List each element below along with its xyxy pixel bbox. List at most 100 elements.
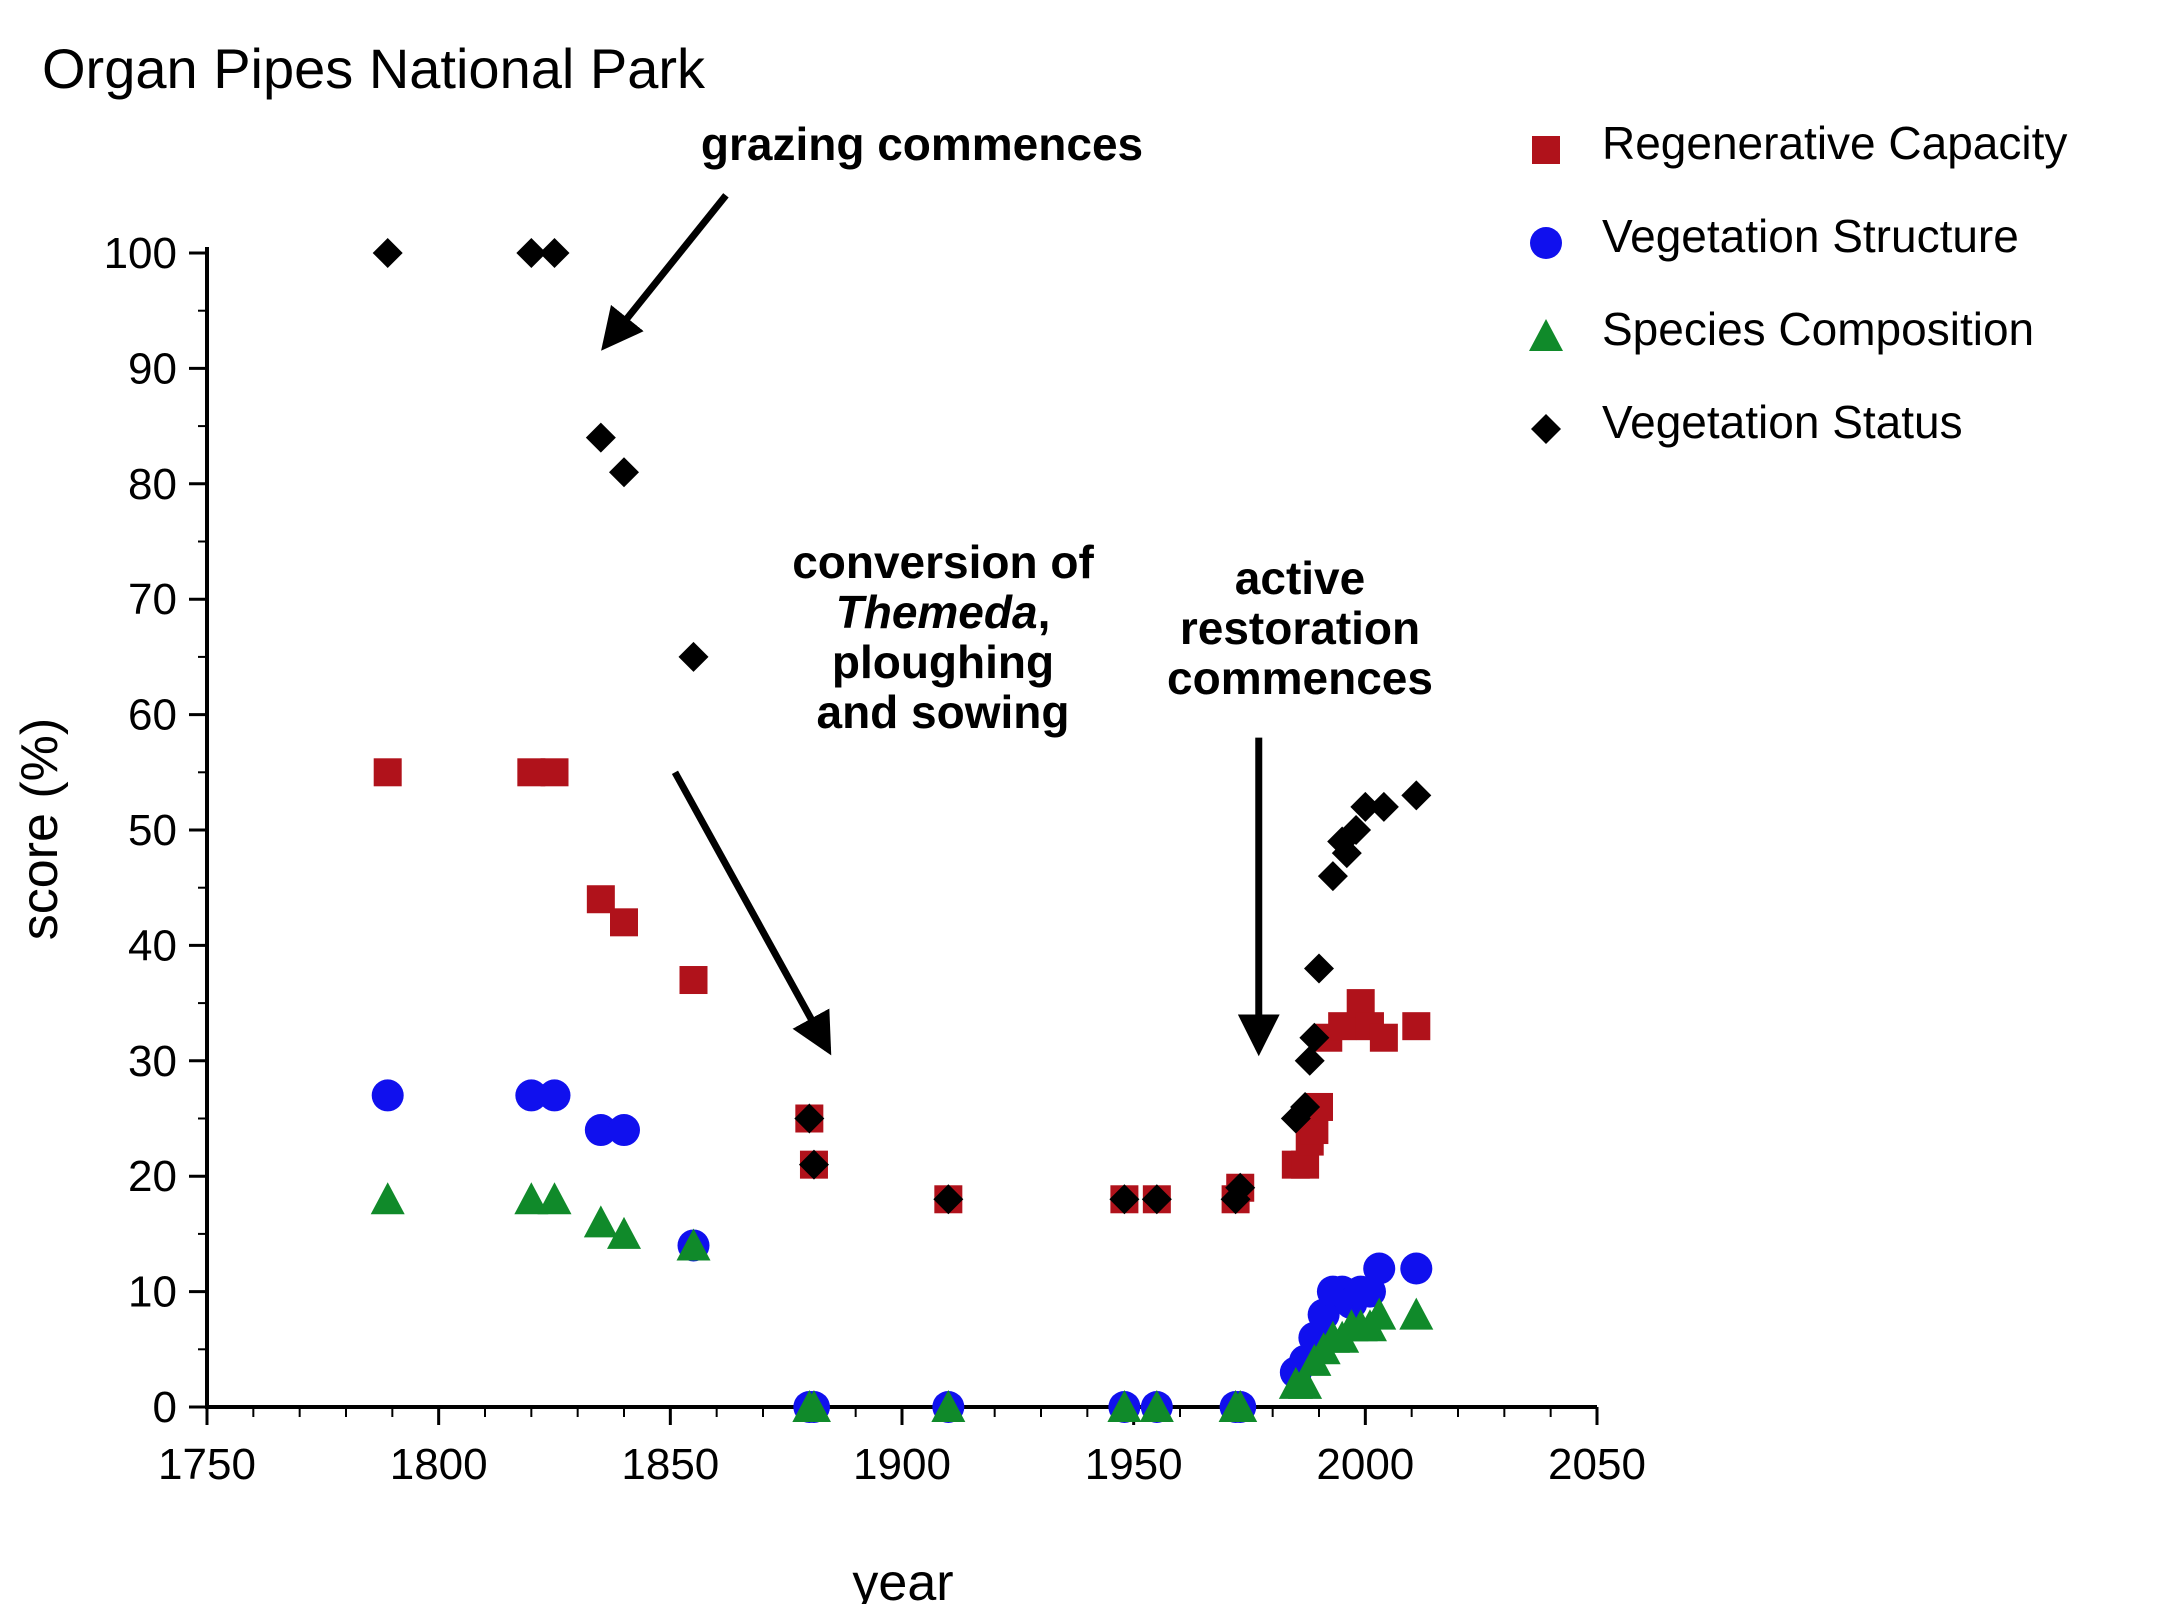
vegetation-status-point	[1299, 1022, 1330, 1053]
x-tick-label: 1850	[621, 1440, 719, 1489]
annotation-text-segment: and sowing	[817, 686, 1070, 738]
legend-item-vegetation-status: Vegetation Status	[1531, 396, 1963, 448]
annotation-text: ploughing	[832, 636, 1054, 688]
vegetation-status-point	[1225, 1172, 1256, 1203]
legend-label: Vegetation Status	[1602, 396, 1963, 448]
x-tick-label: 1750	[158, 1440, 256, 1489]
vegetation-status-point	[1368, 791, 1399, 822]
y-tick-label: 50	[128, 806, 177, 855]
legend-marker-vegetation-structure	[1530, 227, 1562, 259]
vegetation-status-point	[794, 1103, 825, 1134]
regenerative-capacity-point	[679, 966, 708, 995]
y-tick-label: 90	[128, 344, 177, 393]
data-points	[370, 238, 1434, 1423]
vegetation-status-point	[1304, 953, 1334, 984]
x-tick-label: 1900	[853, 1440, 951, 1489]
vegetation-status-point	[539, 238, 570, 268]
vegetation-structure-point	[538, 1079, 571, 1112]
vegetation-structure-point	[515, 1079, 548, 1112]
regenerative-capacity-point	[610, 908, 638, 937]
legend-marker-species-composition	[1529, 319, 1563, 351]
vegetation-status-point	[1141, 1184, 1172, 1215]
species-composition-point	[537, 1182, 572, 1215]
y-tick-label: 0	[153, 1383, 177, 1432]
vegetation-status-point	[1317, 861, 1348, 892]
legend-label: Regenerative Capacity	[1602, 117, 2067, 169]
vegetation-structure-point	[1400, 1252, 1433, 1285]
legend-item-vegetation-structure: Vegetation Structure	[1530, 210, 2019, 262]
x-tick-label: 2050	[1548, 1440, 1646, 1489]
legend-marker-vegetation-status	[1531, 414, 1561, 444]
annotation-text-segment: ,	[1038, 586, 1051, 638]
vegetation-structure-point	[608, 1114, 640, 1147]
regenerative-capacity-point	[373, 758, 402, 787]
y-tick-label: 100	[104, 229, 177, 278]
species-composition-point	[1223, 1390, 1258, 1422]
species-composition-point	[583, 1205, 618, 1238]
annotation-arrow	[671, 770, 832, 1056]
species-composition-point	[1399, 1297, 1434, 1330]
y-tick-label: 10	[128, 1268, 177, 1317]
annotation-text: and sowing	[817, 686, 1070, 738]
y-axis-label: score (%)	[11, 718, 69, 940]
x-tick-label: 1800	[390, 1440, 488, 1489]
annotation-text-segment: active	[1235, 552, 1365, 604]
vegetation-status-point	[585, 422, 616, 453]
vegetation-status-point	[1401, 780, 1432, 811]
axes	[205, 247, 1597, 1409]
y-tick-label: 30	[128, 1037, 177, 1086]
annotation-text-segment: restoration	[1180, 602, 1420, 654]
species-composition-point	[514, 1182, 549, 1215]
annotation-text: conversion of	[792, 536, 1094, 588]
annotation-text: restoration	[1180, 602, 1420, 654]
vegetation-structure-point	[584, 1114, 617, 1147]
annotation: grazing commences	[601, 118, 1143, 351]
vegetation-status-point	[933, 1184, 964, 1215]
species-composition-point	[607, 1216, 641, 1249]
y-tick-label: 20	[128, 1152, 177, 1201]
vegetation-structure-point	[371, 1079, 404, 1112]
species-composition-point	[1139, 1390, 1174, 1422]
annotations: grazing commences conversion ofThemeda,pl…	[601, 118, 1433, 1057]
vegetation-status-point	[1109, 1184, 1140, 1215]
regenerative-capacity-point	[1402, 1012, 1431, 1041]
species-composition-point	[931, 1390, 966, 1422]
annotation-arrow	[601, 193, 729, 351]
chart-title: Organ Pipes National Park	[42, 37, 706, 100]
series-vegetation-structure	[371, 1079, 1433, 1423]
regenerative-capacity-point	[540, 758, 569, 787]
vegetation-status-point	[1290, 1091, 1321, 1122]
vegetation-status-point	[1350, 791, 1381, 822]
species-composition-point	[1107, 1390, 1142, 1422]
species-composition-point	[1288, 1366, 1323, 1399]
legend-label: Species Composition	[1602, 303, 2034, 355]
vegetation-status-point	[798, 1149, 829, 1180]
annotation-text: Themeda,	[836, 586, 1051, 638]
species-composition-point	[370, 1182, 405, 1215]
regenerative-capacity-point	[1369, 1023, 1398, 1052]
annotation-text: grazing commences	[701, 118, 1143, 170]
legend-marker-regenerative-capacity	[1532, 136, 1560, 164]
vegetation-status-point	[609, 457, 639, 488]
annotation-text-segment: conversion of	[792, 536, 1094, 588]
legend: Regenerative Capacity Vegetation Structur…	[1529, 117, 2067, 448]
y-tick-label: 70	[128, 575, 177, 624]
y-tick-label: 60	[128, 691, 177, 740]
annotation-text-segment: Themeda	[836, 586, 1038, 638]
species-composition-point	[1362, 1297, 1397, 1330]
annotation-text-segment: ploughing	[832, 636, 1054, 688]
vegetation-status-point	[1331, 838, 1362, 869]
annotation-text: active	[1235, 552, 1365, 604]
series-species-composition	[370, 1182, 1434, 1422]
x-tick-label: 2000	[1316, 1440, 1414, 1489]
vegetation-status-point	[1294, 1045, 1325, 1076]
species-composition-point	[676, 1228, 711, 1261]
vegetation-status-point	[516, 238, 547, 268]
legend-label: Vegetation Structure	[1602, 210, 2019, 262]
annotation-text-segment: commences	[1167, 652, 1433, 704]
annotation-text-segment: grazing commences	[701, 118, 1143, 170]
series-vegetation-status	[372, 238, 1432, 1215]
